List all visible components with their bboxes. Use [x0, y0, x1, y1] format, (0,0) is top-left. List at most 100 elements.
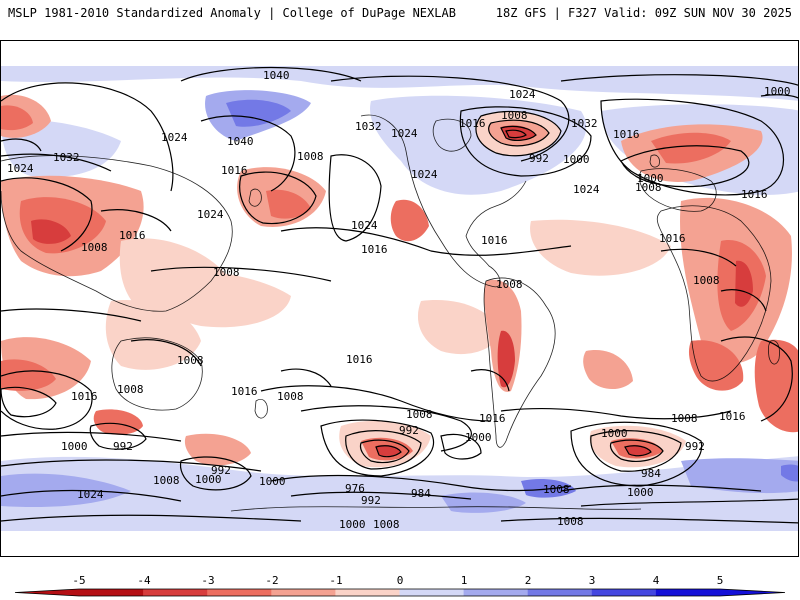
- isobar-label: 1008: [557, 515, 584, 528]
- isobar-label: 1032: [571, 117, 598, 130]
- isobar-label: 1016: [659, 232, 686, 245]
- colorbar-outline: [14, 588, 786, 597]
- isobar-label: 1024: [509, 88, 536, 101]
- anomaly-shade-asia-core: [31, 219, 71, 244]
- colorbar-tick-label: 1: [460, 574, 468, 587]
- colorbar-segment: [527, 589, 593, 596]
- isobar-label: 992: [685, 440, 705, 453]
- anomaly-shade-io-red2: [1, 359, 56, 391]
- colorbar-segment: [143, 589, 208, 596]
- isobar-label: 1024: [161, 131, 188, 144]
- coastline-new-zealand: [254, 398, 268, 419]
- isobar-label: 1016: [613, 128, 640, 141]
- anomaly-shade-aus-red: [105, 300, 201, 370]
- anomaly-shade-atl-mid-red: [530, 219, 671, 276]
- anomaly-shade-nw-atl-red2: [1, 105, 33, 131]
- anomaly-map: 1040 1024 1008 1032 1024 1016 1000 1024 …: [0, 40, 799, 557]
- coastline-north-america: [360, 114, 527, 288]
- anomaly-shade-tpac-red: [150, 269, 291, 328]
- isobar-label: 1040: [263, 69, 290, 82]
- isobar-lines: [1, 66, 798, 524]
- colorbar-tick-label: 5: [716, 574, 724, 587]
- isobar-label: 1008: [177, 354, 204, 367]
- coastline-africa: [656, 205, 772, 382]
- isobar-label: 1008: [297, 150, 324, 163]
- colorbar-tick-label: 2: [524, 574, 532, 587]
- isobar-label: 984: [641, 467, 661, 480]
- colorbar-segment: [463, 589, 529, 596]
- isobar-label: 1016: [221, 164, 248, 177]
- coastline-antarctica: [230, 506, 642, 512]
- colorbar-segment: [591, 589, 657, 596]
- isobar-label: 1032: [53, 151, 80, 164]
- anomaly-shade-east-edge-red: [754, 339, 798, 433]
- isobar-label: 976: [345, 482, 365, 495]
- isobar-label: 1008: [277, 390, 304, 403]
- anomaly-shade-south-blue3: [681, 458, 798, 494]
- colorbar-arrow-left: [15, 589, 79, 596]
- isobar-label: 1008: [213, 266, 240, 279]
- anomaly-shade-south-blue6: [781, 464, 798, 482]
- coastline-asia: [1, 155, 233, 312]
- model-run-info: 18Z GFS | F327 Valid: 09Z SUN NOV 30 202…: [495, 6, 792, 20]
- coastline-uk: [649, 154, 660, 168]
- isobar-label: 1000: [61, 440, 88, 453]
- colorbar-segment: [271, 589, 336, 596]
- isobar-label: 1008: [81, 241, 108, 254]
- isobar-label: 1024: [391, 127, 418, 140]
- isobar-label: 1024: [351, 219, 378, 232]
- isobar-label: 1016: [479, 412, 506, 425]
- isobar-label: 1016: [119, 229, 146, 242]
- anomaly-shade-greenland-core: [226, 99, 291, 127]
- isobar-label: 992: [211, 464, 231, 477]
- coastline-australia: [111, 337, 203, 411]
- colorbar-segment: [655, 589, 721, 596]
- colorbar-tick-label: 0: [396, 574, 404, 587]
- anomaly-shade-andes-core: [497, 330, 515, 388]
- colorbar-tick-label: -5: [72, 574, 86, 587]
- isobar-label: 1024: [77, 488, 104, 501]
- colorbar-strip: [14, 588, 786, 597]
- isobar-label: 1008: [501, 109, 528, 122]
- anomaly-shade-siberia-red2: [266, 189, 311, 219]
- colorbar-segment: [207, 589, 272, 596]
- colorbar-tick-label: 3: [588, 574, 596, 587]
- coastline-greenland: [432, 118, 472, 152]
- isobar-label: 1000: [627, 486, 654, 499]
- isobar-label: 1000: [465, 431, 492, 444]
- isobar-label: 1000: [637, 172, 664, 185]
- isobar-label: 1008: [153, 474, 180, 487]
- isobar-label: 1024: [7, 162, 34, 175]
- colorbar-arrow-right: [720, 589, 785, 596]
- colorbar-segment: [79, 589, 144, 596]
- isobar-label: 992: [399, 424, 419, 437]
- isobar-label: 1008: [671, 412, 698, 425]
- isobar-label: 1000: [339, 518, 366, 531]
- anomaly-shade-so3-red: [184, 433, 251, 466]
- isobar-label: 1008: [693, 274, 720, 287]
- anomaly-shade-north-blue: [1, 66, 798, 101]
- isobar-label: 992: [529, 152, 549, 165]
- header: MSLP 1981-2010 Standardized Anomaly | Co…: [0, 0, 800, 40]
- isobar-label: 1016: [719, 410, 746, 423]
- anomaly-shade-south-blue5: [521, 479, 576, 498]
- isobar-label: 1016: [481, 234, 508, 247]
- isobar-label: 1000: [259, 475, 286, 488]
- colorbar-tick-label: -2: [265, 574, 279, 587]
- isobar-label: 1008: [635, 181, 662, 194]
- map-title: MSLP 1981-2010 Standardized Anomaly | Co…: [8, 6, 456, 20]
- isobar-label: 1040: [227, 135, 254, 148]
- map-canvas: 1040 1024 1008 1032 1024 1016 1000 1024 …: [1, 66, 798, 531]
- isobar-label: 1008: [117, 383, 144, 396]
- coastlines: [1, 114, 780, 512]
- isobar-label: 1032: [355, 120, 382, 133]
- isobar-label: 984: [411, 487, 431, 500]
- isobar-label: 1000: [601, 427, 628, 440]
- colorbar-tick-label: -4: [137, 574, 151, 587]
- isobar-label: 1008: [496, 278, 523, 291]
- coastline-japan: [248, 188, 262, 207]
- anomaly-shade-spac-red: [417, 300, 501, 355]
- isobar-label: 1016: [741, 188, 768, 201]
- coastline-madagascar: [768, 340, 780, 365]
- isobar-label: 1008: [406, 408, 433, 421]
